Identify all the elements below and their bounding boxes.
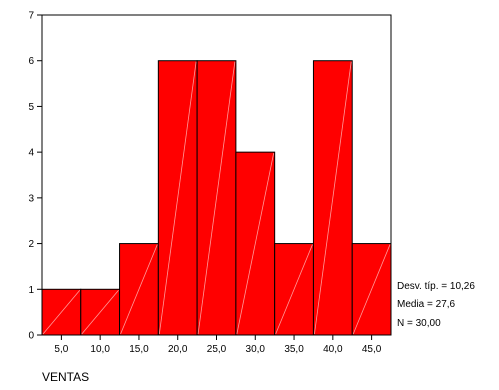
x-tick-label: 20,0 <box>168 344 188 355</box>
y-tick-label: 5 <box>28 102 34 113</box>
x-tick-label: 5,0 <box>54 344 68 355</box>
x-tick-label: 10,0 <box>90 344 110 355</box>
y-tick-label: 1 <box>28 285 34 296</box>
bars-layer <box>41 60 392 336</box>
x-ticks: 5,0 10,0 15,0 20,0 25,0 30,0 35,0 40,0 45,0 <box>54 335 382 355</box>
bar-diagonal-stroke <box>275 244 313 335</box>
bar-diagonal-stroke <box>197 61 236 335</box>
x-tick-label: 15,0 <box>129 344 149 355</box>
bar-diagonal-stroke <box>158 61 197 335</box>
y-tick-label: 7 <box>28 11 34 22</box>
x-axis-label: VENTAS <box>42 370 89 384</box>
stat-std-dev: Desv. típ. = 10,26 <box>397 281 475 292</box>
y-tick-label: 6 <box>28 56 34 67</box>
bar-diagonal-stroke <box>352 244 391 335</box>
y-tick-label: 4 <box>28 148 34 159</box>
y-tick-label: 2 <box>28 239 34 250</box>
y-tick-label: 0 <box>28 331 34 342</box>
x-tick-label: 35,0 <box>284 344 304 355</box>
bar-diagonal-stroke <box>236 153 275 335</box>
x-tick-label: 45,0 <box>362 344 382 355</box>
y-ticks: 0 1 2 3 4 5 6 7 <box>28 11 42 342</box>
bar-diagonal-stroke <box>314 61 352 335</box>
stat-mean: Media = 27,6 <box>397 299 456 310</box>
bar-diagonal-stroke <box>42 290 81 335</box>
bar-diagonal-stroke <box>81 290 119 335</box>
x-tick-label: 30,0 <box>246 344 266 355</box>
x-tick-label: 40,0 <box>323 344 343 355</box>
y-tick-label: 3 <box>28 193 34 204</box>
stat-n: N = 30,00 <box>397 318 441 329</box>
x-tick-label: 25,0 <box>207 344 227 355</box>
bar-diagonal-stroke <box>120 244 158 335</box>
